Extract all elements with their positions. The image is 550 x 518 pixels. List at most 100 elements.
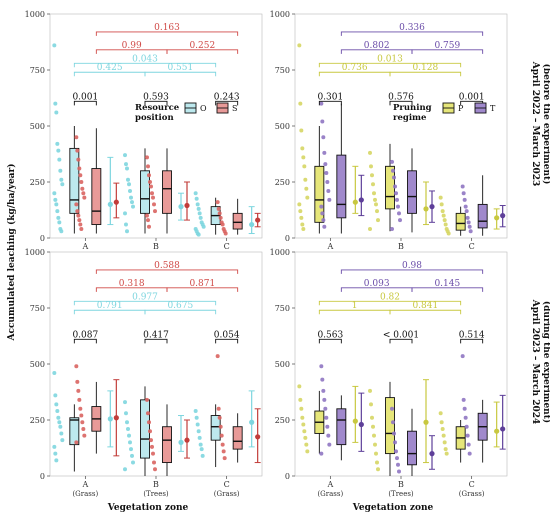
mean-point (494, 428, 500, 434)
box (162, 170, 172, 214)
comparison-pvalue: 0.243 (214, 92, 240, 102)
data-point (374, 202, 378, 207)
plot-area (49, 251, 263, 477)
data-point (195, 202, 200, 207)
data-point (76, 157, 81, 162)
data-point (193, 191, 198, 196)
x-axis-label-left: Vegetation zone (107, 503, 189, 513)
data-point (54, 458, 59, 463)
data-point (371, 424, 375, 429)
data-point (438, 195, 443, 200)
data-point (54, 202, 59, 207)
data-point (127, 182, 131, 187)
data-point (128, 188, 132, 193)
box (477, 203, 488, 229)
period-label-top-line1: April 2022 – March 2023 (530, 61, 540, 187)
panel-top-left: 0 250 500 750 1000 A B C 0.001 0.593 0.243 0.425 0.5… (25, 10, 263, 251)
data-point (326, 188, 331, 193)
mean-point (184, 202, 190, 209)
data-point (371, 182, 375, 187)
comparison-pvalue: 0.593 (143, 92, 169, 102)
data-point (460, 354, 465, 359)
data-point (148, 180, 152, 184)
x-axis-label-right: Vegetation zone (352, 503, 434, 513)
data-point (324, 415, 329, 420)
data-point (196, 206, 201, 211)
data-point (297, 202, 302, 207)
data-point (373, 197, 377, 202)
data-point (300, 146, 305, 151)
data-point (58, 424, 63, 429)
comparison-bracket (166, 287, 239, 292)
data-point (327, 442, 332, 447)
x-tick-label: C (224, 480, 230, 489)
mean-point (178, 204, 184, 210)
comparison-pvalue: 0.514 (459, 330, 485, 340)
data-point (466, 220, 471, 225)
data-point (152, 202, 156, 207)
mean-point (113, 199, 119, 205)
panel-bottom-left: 02505007501000A(Grass)B(Trees)C(Grass)0.… (25, 248, 263, 498)
mean-point (429, 451, 435, 457)
box (232, 212, 243, 230)
data-point (55, 141, 60, 146)
data-point (74, 364, 79, 369)
comparison-bracket (215, 338, 239, 344)
data-point (52, 191, 57, 196)
mean-point (358, 197, 364, 203)
data-point (394, 191, 398, 196)
data-point (145, 397, 149, 402)
data-point (466, 442, 471, 447)
data-point (376, 467, 380, 472)
data-point (462, 406, 467, 411)
data-point (125, 166, 129, 171)
box (69, 147, 80, 214)
data-point (145, 213, 149, 218)
data-point (222, 456, 227, 461)
data-point (81, 191, 86, 196)
data-point (221, 449, 226, 454)
box (336, 408, 347, 446)
data-point (464, 209, 469, 214)
y-tick-label: 250 (30, 178, 45, 187)
data-point (55, 409, 60, 414)
comparison-pvalue: 0.99 (122, 41, 142, 51)
comparison-pvalue: 0.736 (342, 63, 368, 73)
comparison-pvalue: 0.551 (167, 63, 193, 73)
comparison-bracket (95, 31, 239, 36)
box (385, 397, 395, 455)
data-point (124, 222, 128, 227)
y-tick-label: 750 (275, 304, 290, 313)
data-point (215, 200, 220, 205)
data-point (56, 148, 61, 153)
data-point (78, 406, 83, 411)
comparison-pvalue: 0.336 (399, 23, 425, 33)
data-point (218, 424, 223, 429)
data-point (147, 420, 151, 425)
mean-point (352, 418, 358, 424)
data-point (375, 460, 379, 465)
data-point (391, 420, 395, 425)
y-tick-label: 250 (30, 416, 45, 425)
x-tick-label: C (224, 242, 230, 251)
mean-point (113, 415, 119, 421)
data-point (298, 397, 303, 402)
y-tick-label: 500 (275, 122, 290, 131)
y-tick-label: 500 (30, 122, 45, 131)
comparison-bracket (144, 309, 217, 315)
data-point (320, 377, 325, 382)
data-point (369, 402, 373, 407)
data-point (151, 195, 155, 200)
data-point (322, 397, 327, 402)
data-point (320, 119, 325, 124)
data-point (130, 200, 134, 205)
data-point (368, 150, 372, 155)
data-point (124, 162, 128, 167)
data-point (60, 438, 65, 443)
data-point (300, 222, 305, 227)
box (140, 399, 150, 459)
x-tick-sublabel: (Trees) (143, 490, 169, 498)
data-point (300, 415, 305, 420)
data-point (301, 422, 306, 427)
